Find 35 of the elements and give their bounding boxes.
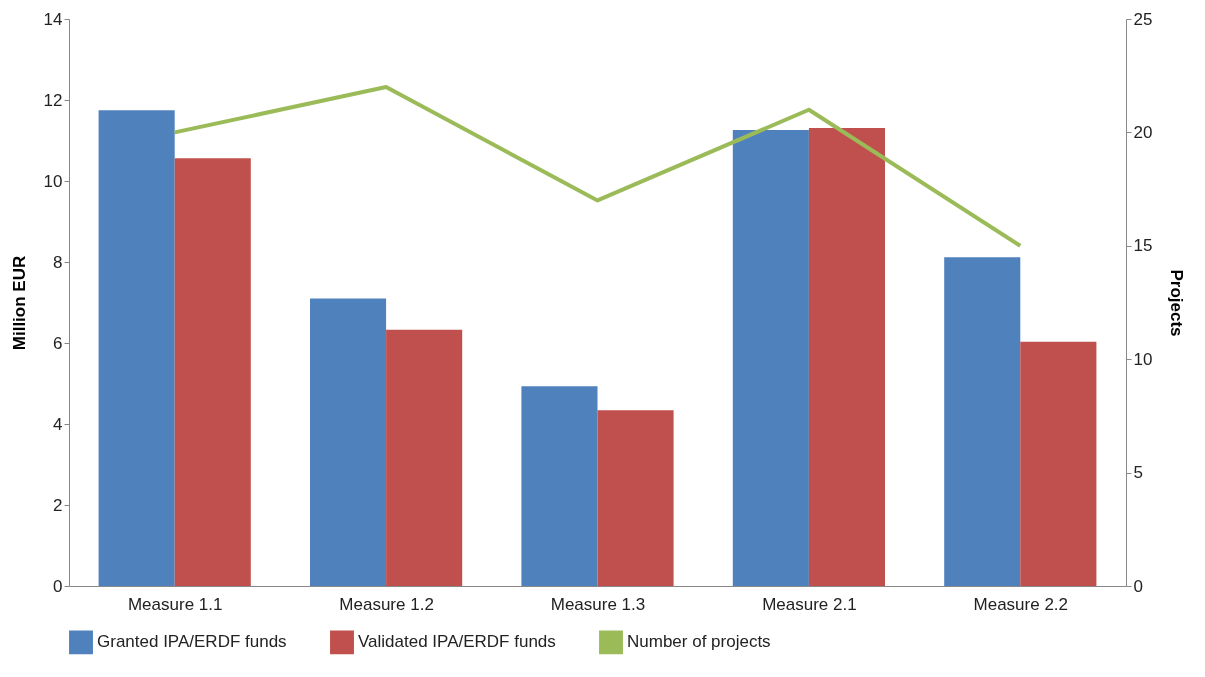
y2-tick-label: 25 [1133, 9, 1153, 29]
bar [732, 129, 809, 586]
y2-tick-label: 0 [1133, 576, 1143, 596]
bar [521, 386, 598, 586]
bar [597, 410, 674, 586]
bar [174, 158, 251, 586]
y-axis-title: Million EUR [9, 255, 29, 351]
y2-tick-label: 15 [1133, 236, 1153, 256]
bar [386, 329, 463, 586]
x-tick-label: Measure 1.1 [127, 594, 223, 614]
legend-label: Granted IPA/ERDF funds [97, 632, 287, 652]
y2-axis-title: Projects [1167, 269, 1187, 337]
y-tick-label: 4 [53, 414, 63, 434]
y-tick-label: 14 [43, 9, 63, 29]
bar [310, 298, 387, 586]
y-tick-label: 10 [43, 171, 63, 191]
y-tick-label: 12 [43, 90, 63, 110]
y2-tick-label: 10 [1133, 349, 1153, 369]
line-series [172, 85, 1023, 248]
y-tick-label: 0 [53, 576, 63, 596]
y-tick-label: 8 [53, 252, 63, 272]
x-tick-label: Measure 2.1 [762, 594, 857, 614]
x-tick-label: Measure 2.2 [973, 594, 1069, 614]
x-tick-label: Measure 1.2 [339, 594, 434, 614]
legend-label: Validated IPA/ERDF funds [358, 632, 556, 652]
bar [1020, 341, 1097, 586]
bar [808, 127, 885, 586]
bar [944, 257, 1021, 586]
bar [98, 110, 175, 586]
y2-tick-label: 20 [1133, 122, 1153, 142]
x-tick-label: Measure 1.3 [550, 594, 646, 614]
y-tick-label: 6 [53, 333, 63, 353]
y-tick-label: 2 [53, 495, 63, 515]
legend-label: Number of projects [627, 632, 771, 652]
y2-tick-label: 5 [1133, 463, 1143, 483]
